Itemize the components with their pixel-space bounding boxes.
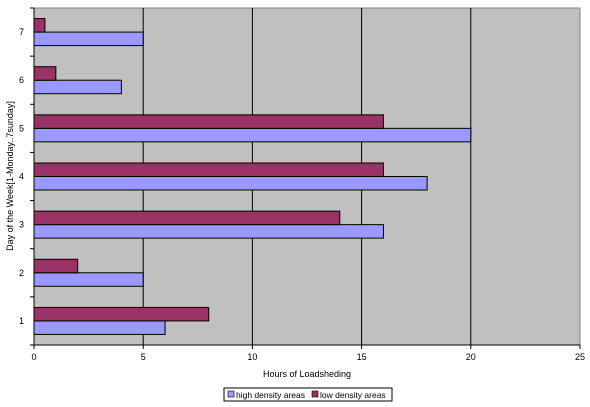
legend-label-high-density: high density areas <box>236 390 305 400</box>
x-tick-label: 10 <box>247 352 257 362</box>
y-tick-label: 1 <box>19 316 24 326</box>
y-tick-label: 5 <box>19 123 24 133</box>
x-tick-label: 15 <box>357 352 367 362</box>
legend-box <box>223 387 393 402</box>
x-tick-label: 0 <box>31 352 36 362</box>
bar-low-density-day-7 <box>33 18 46 33</box>
bar-high-density-day-4 <box>33 176 428 191</box>
legend-label-low-density: low density areas <box>320 390 386 400</box>
x-axis-title: Hours of Loadsheding <box>263 369 351 379</box>
bar-low-density-day-6 <box>33 66 57 81</box>
bar-low-density-day-5 <box>33 114 384 129</box>
legend: high density areas low density areas <box>223 387 393 402</box>
x-tick-label: 5 <box>141 352 146 362</box>
y-tick-label: 4 <box>19 172 24 182</box>
axes: 0 5 10 15 20 25 1 2 3 4 5 6 7 <box>19 7 585 362</box>
bar-low-density-day-4 <box>33 162 384 177</box>
legend-swatch-low-density <box>311 390 319 398</box>
y-tick-label: 2 <box>19 268 24 278</box>
bar-high-density-day-6 <box>33 79 122 95</box>
bar-low-density-day-2 <box>33 258 79 274</box>
y-tick-label: 3 <box>19 220 24 230</box>
x-tick-label: 25 <box>575 352 585 362</box>
bar-low-density-day-1 <box>33 306 210 322</box>
bar-high-density-day-3 <box>33 224 384 239</box>
bars <box>33 18 472 335</box>
bar-low-density-day-3 <box>33 210 341 226</box>
bar-high-density-day-7 <box>33 31 144 47</box>
y-tick-label: 6 <box>19 75 24 85</box>
bar-high-density-day-1 <box>33 320 166 335</box>
bar-high-density-day-2 <box>33 272 144 287</box>
legend-swatch-high-density <box>227 390 235 398</box>
y-axis-title: Day of the Week[1-Monday..7sunday] <box>5 101 15 251</box>
y-tick-label: 7 <box>19 27 24 37</box>
x-tick-label: 20 <box>466 352 476 362</box>
bar-high-density-day-5 <box>33 127 472 143</box>
